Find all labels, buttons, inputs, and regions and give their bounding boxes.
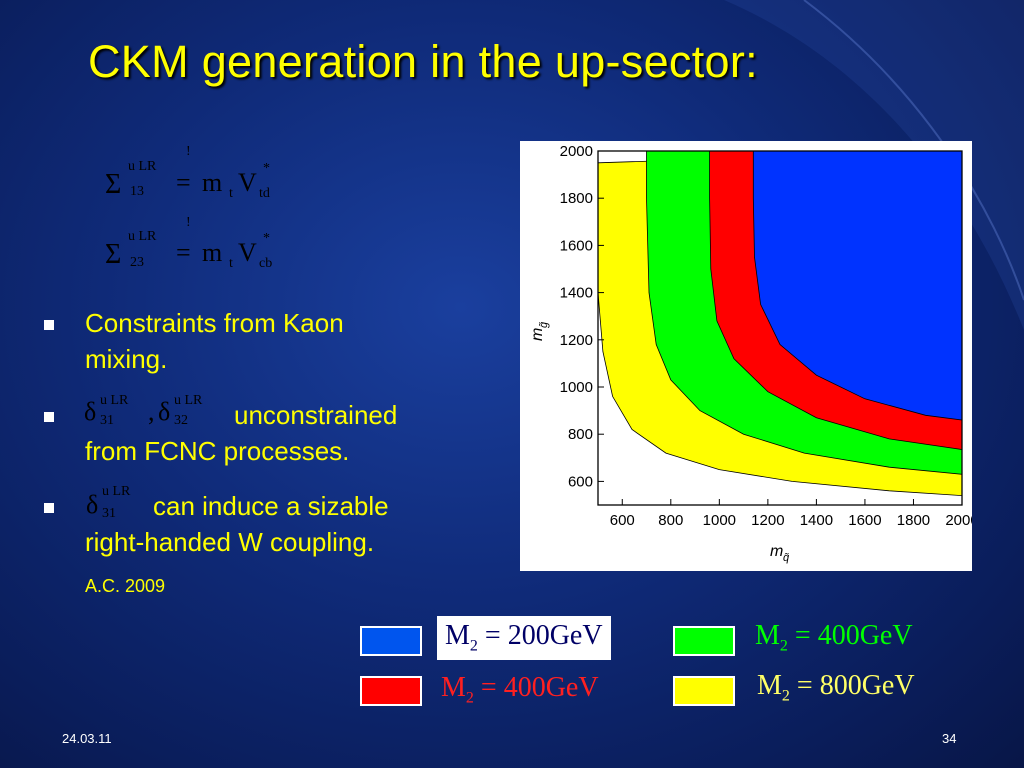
eq2-v: V [238,238,257,267]
svg-text:u LR: u LR [174,393,203,408]
eq2-m: m [202,238,222,267]
eq1-equals: = [176,168,191,197]
citation: A.C. 2009 [85,576,166,596]
eq1-m: m [202,168,222,197]
exclusion-plot: 600 800 1000 1200 1400 1600 1800 2000 600 800 100… [520,141,979,571]
bullet-2-formula: δ u LR 31 , δ u LR 32 [84,393,203,428]
eq1-sub: 13 [130,184,144,199]
legend-swatch-green [673,626,735,656]
equations: ! Σ u LR 13 = m t V * td ! Σ u LR 23 = m… [105,144,272,271]
legend-label-green: M2 = 400GeV [755,620,913,655]
bullet-2-text: unconstrained [234,400,398,430]
svg-text:g̃: g̃ [538,321,550,328]
svg-text:31: 31 [102,506,116,521]
eq1-v-sub: td [259,186,270,201]
x-tick-label: 1800 [897,512,930,529]
bullet-2-line-2: from FCNC processes. [85,436,350,466]
y-axis-label: m g̃ [529,321,550,341]
x-tick-label: 600 [610,512,635,529]
legend-swatch-yellow [673,676,735,706]
legend-label-yellow: M2 = 800GeV [757,670,915,705]
eq2-over: ! [186,215,191,230]
svg-text:,: , [148,397,155,426]
y-tick-label: 1800 [560,190,593,207]
legend-swatch-blue [360,626,422,656]
eq1-sigma: Σ [105,169,121,200]
equation-1: ! Σ u LR 13 = m t V * td [105,144,270,201]
eq2-m-sub: t [229,256,233,271]
eq2-v-sup: * [263,231,270,246]
legend-swatch-red [360,676,422,706]
svg-text:δ: δ [158,397,170,426]
svg-text:δ: δ [84,397,96,426]
x-axis-label: m q̃ [770,543,790,564]
y-tick-label: 800 [568,426,593,443]
legend-label-blue: M2 = 200GeV [437,616,611,660]
bullet-1-line-1: Constraints from Kaon [85,308,344,338]
slide-title: CKM generation in the up-sector: [88,36,758,87]
page-number: 34 [942,731,957,746]
svg-text:u LR: u LR [100,393,129,408]
eq2-equals: = [176,238,191,267]
chart-svg: 600 800 1000 1200 1400 1600 1800 2000 600 800 100… [529,143,979,564]
eq1-v: V [238,168,257,197]
svg-text:δ: δ [86,490,98,519]
x-tick-label: 800 [658,512,683,529]
plot-frame [597,150,963,506]
eq2-sigma: Σ [105,239,121,270]
chart-regions [597,150,963,497]
bullet-square-icon [44,412,54,422]
bullet-3-formula: δ u LR 31 [86,484,131,521]
eq1-m-sub: t [229,186,233,201]
x-tick-label: 1400 [800,512,833,529]
svg-text:31: 31 [100,413,114,428]
bullet-square-icon [44,503,54,513]
x-tick-label: 1600 [848,512,881,529]
equation-2: ! Σ u LR 23 = m t V * cb [105,215,272,271]
eq1-sup: u LR [128,159,157,174]
x-tick-label: 1200 [751,512,784,529]
bullet-1-line-2: mixing. [85,344,168,374]
y-tick-label: 600 [568,473,593,490]
bullet-square-icon [44,320,54,330]
eq2-sub: 23 [130,255,144,270]
svg-text:m: m [529,328,546,341]
x-ticks: 600 800 1000 1200 1400 1600 1800 2000 [610,499,979,529]
legend-label-red: M2 = 400GeV [441,672,599,707]
eq2-sup: u LR [128,229,157,244]
svg-text:32: 32 [174,413,188,428]
eq1-over: ! [186,144,191,159]
bullet-3-text: can induce a sizable [153,491,389,521]
y-tick-label: 1000 [560,379,593,396]
eq2-v-sub: cb [259,256,272,271]
eq1-v-sup: * [263,161,270,176]
bullet-3-line-2: right-handed W coupling. [85,527,375,557]
x-tick-label: 2000 [945,512,972,529]
y-tick-label: 2000 [560,143,593,160]
y-tick-label: 1600 [560,237,593,254]
y-tick-label: 1400 [560,285,593,302]
svg-text:m: m [770,543,783,560]
y-ticks: 600 800 1000 1200 1400 1600 1800 2000 [560,143,604,490]
x-tick-label: 1000 [703,512,736,529]
svg-text:u LR: u LR [102,484,131,499]
y-tick-label: 1200 [560,332,593,349]
svg-text:q̃: q̃ [783,552,790,564]
footer-date: 24.03.11 [62,731,112,746]
